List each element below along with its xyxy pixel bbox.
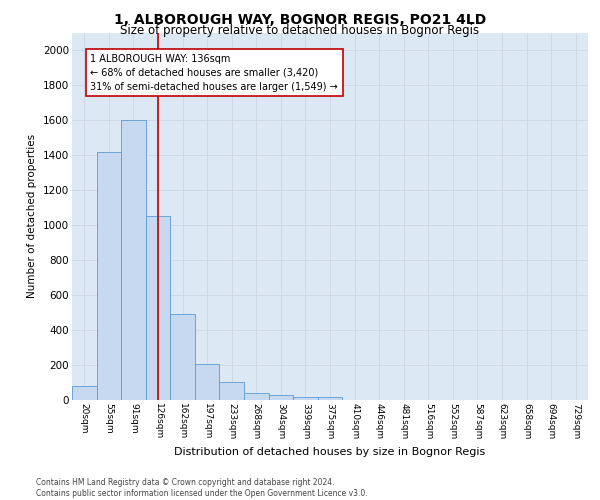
Bar [269, 395, 293, 400]
Bar [121, 120, 146, 400]
Text: Contains HM Land Registry data © Crown copyright and database right 2024.
Contai: Contains HM Land Registry data © Crown c… [36, 478, 368, 498]
X-axis label: Distribution of detached houses by size in Bognor Regis: Distribution of detached houses by size … [175, 448, 485, 458]
Bar [195, 364, 220, 400]
Bar [244, 393, 269, 400]
Bar [318, 397, 342, 400]
Bar [220, 382, 244, 400]
Text: Size of property relative to detached houses in Bognor Regis: Size of property relative to detached ho… [121, 24, 479, 37]
Y-axis label: Number of detached properties: Number of detached properties [28, 134, 37, 298]
Text: 1, ALBOROUGH WAY, BOGNOR REGIS, PO21 4LD: 1, ALBOROUGH WAY, BOGNOR REGIS, PO21 4LD [114, 12, 486, 26]
Bar [97, 152, 121, 400]
Bar [72, 386, 97, 400]
Bar [293, 396, 318, 400]
Bar [170, 314, 195, 400]
Bar [146, 216, 170, 400]
Text: 1 ALBOROUGH WAY: 136sqm
← 68% of detached houses are smaller (3,420)
31% of semi: 1 ALBOROUGH WAY: 136sqm ← 68% of detache… [91, 54, 338, 92]
